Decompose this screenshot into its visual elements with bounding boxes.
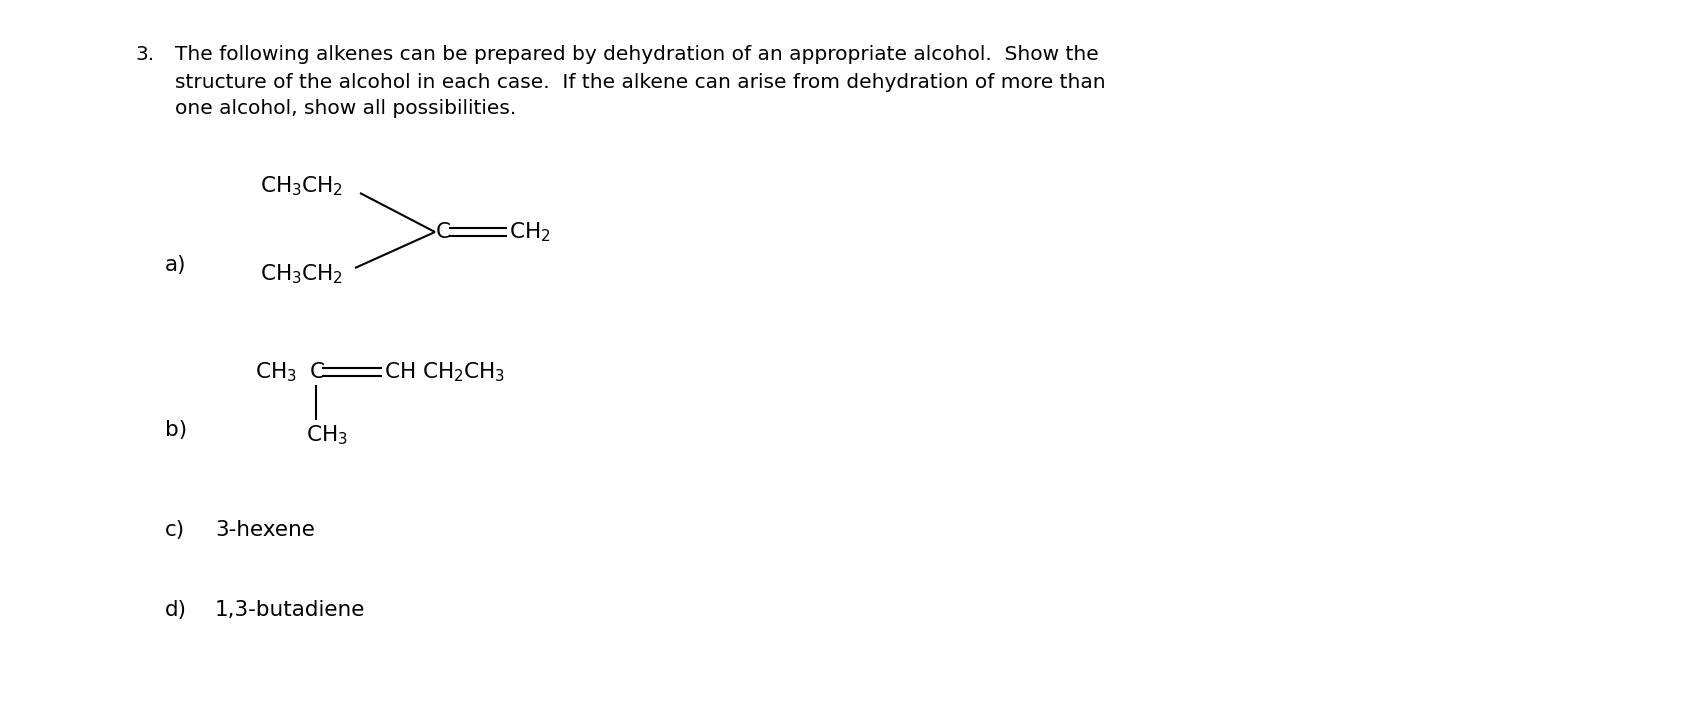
- Text: $\mathregular{CH_2CH_3}$: $\mathregular{CH_2CH_3}$: [422, 360, 505, 384]
- Text: 3.: 3.: [134, 45, 155, 65]
- Text: 3-hexene: 3-hexene: [214, 520, 314, 540]
- Text: $\mathregular{CH}$: $\mathregular{CH}$: [384, 362, 415, 382]
- Text: one alcohol, show all possibilities.: one alcohol, show all possibilities.: [175, 99, 517, 119]
- Text: $\mathregular{CH_3CH_2}$: $\mathregular{CH_3CH_2}$: [260, 262, 343, 286]
- Text: $\mathregular{CH_3CH_2}$: $\mathregular{CH_3CH_2}$: [260, 174, 343, 198]
- Text: 1,3-butadiene: 1,3-butadiene: [214, 600, 366, 620]
- Text: b): b): [165, 420, 187, 440]
- Text: a): a): [165, 255, 187, 275]
- Text: $\mathregular{C}$: $\mathregular{C}$: [435, 222, 450, 242]
- Text: structure of the alcohol in each case.  If the alkene can arise from dehydration: structure of the alcohol in each case. I…: [175, 72, 1105, 92]
- Text: $\mathregular{CH_2}$: $\mathregular{CH_2}$: [508, 220, 551, 244]
- Text: The following alkenes can be prepared by dehydration of an appropriate alcohol. : The following alkenes can be prepared by…: [175, 45, 1098, 65]
- Text: d): d): [165, 600, 187, 620]
- Text: $\mathregular{CH_3}$: $\mathregular{CH_3}$: [306, 423, 348, 447]
- Text: c): c): [165, 520, 185, 540]
- Text: $\mathregular{CH_3}$: $\mathregular{CH_3}$: [255, 360, 298, 384]
- Text: $\mathregular{C}$: $\mathregular{C}$: [309, 362, 325, 382]
